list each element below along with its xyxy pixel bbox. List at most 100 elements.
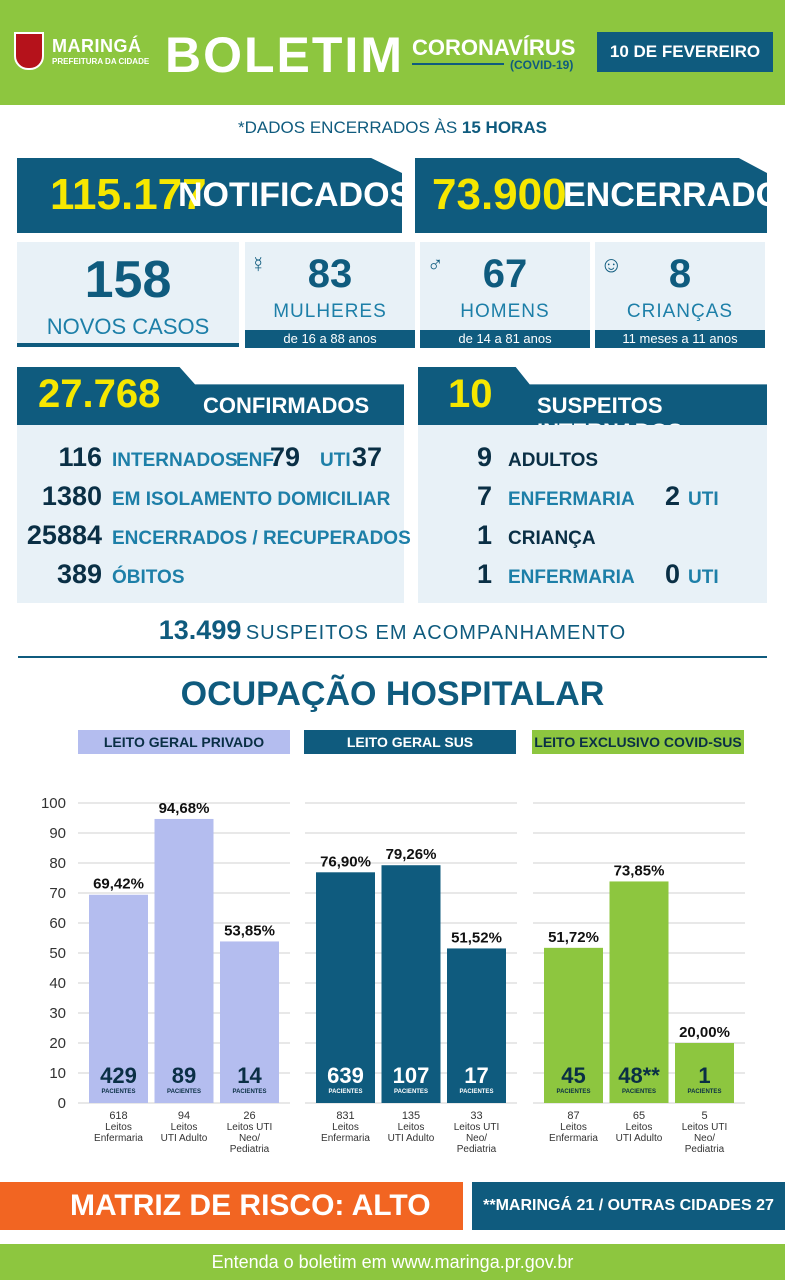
y-tick-label: 70	[49, 885, 66, 902]
y-tick-label: 80	[49, 855, 66, 872]
group-header-covid-sus: LEITO EXCLUSIVO COVID-SUS	[532, 730, 744, 754]
child-label: CRIANÇA	[508, 528, 596, 549]
child-ward-label: ENFERMARIA	[508, 567, 635, 588]
category-label: Pediatria	[457, 1144, 497, 1155]
patients-label: PACIENTES	[329, 1089, 363, 1095]
category-label: Enfermaria	[549, 1133, 598, 1144]
closed-label: ENCERRADOS	[563, 176, 785, 214]
suspects-panel	[418, 425, 767, 603]
cities-note: **MARINGÁ 21 / OUTRAS CIDADES 27	[472, 1182, 785, 1230]
y-tick-label: 10	[49, 1065, 66, 1082]
page-title: BOLETIM	[165, 27, 404, 83]
y-tick-label: 20	[49, 1035, 66, 1052]
category-label: UTI Adulto	[388, 1133, 435, 1144]
category-label: Pediatria	[685, 1144, 725, 1155]
icu-value: 37	[352, 442, 383, 472]
patients-label: PACIENTES	[622, 1089, 656, 1095]
confirmed-label: CONFIRMADOS	[203, 393, 370, 418]
baby-icon: ☺	[600, 252, 623, 277]
notified-value: 115.177	[50, 170, 207, 219]
y-tick-label: 90	[49, 825, 66, 842]
bar-percent-label: 76,90%	[320, 853, 371, 870]
topic-title: CORONAVÍRUS	[412, 35, 576, 60]
bar-percent-label: 79,26%	[386, 846, 437, 863]
beds-value: 65	[633, 1110, 645, 1122]
section-divider	[18, 656, 767, 658]
confirmed-panel	[17, 425, 404, 603]
category-label: Neo/	[239, 1133, 260, 1144]
bar	[154, 818, 214, 1103]
bar	[447, 948, 506, 1103]
category-label: Pediatria	[230, 1144, 270, 1155]
children-card	[595, 242, 765, 330]
patients-value: 14	[237, 1063, 262, 1088]
footer-link-text: Entenda o boletim em www.maringa.pr.gov.…	[0, 1244, 785, 1280]
risk-level-banner: MATRIZ DE RISCO: ALTO	[0, 1182, 463, 1230]
patients-value: 48**	[618, 1063, 660, 1088]
closed-value: 73.900	[432, 170, 567, 219]
city-name: MARINGÁ	[52, 36, 142, 56]
deaths-label: ÓBITOS	[112, 567, 185, 588]
adult-icu-value: 2	[664, 481, 680, 511]
category-label: Leitos	[560, 1122, 587, 1133]
closed-card	[415, 158, 767, 233]
patients-value: 429	[100, 1063, 137, 1088]
category-label: Leitos	[105, 1122, 132, 1133]
adults-value: 9	[476, 442, 492, 472]
closing-time-note: *DADOS ENCERRADOS ÀS 15 HORAS	[0, 118, 785, 138]
bar-percent-label: 53,85%	[224, 922, 275, 939]
patients-label: PACIENTES	[460, 1089, 494, 1095]
date-badge: 10 DE FEVEREIRO	[597, 32, 773, 72]
y-tick-label: 50	[49, 945, 66, 962]
beds-value: 94	[178, 1110, 190, 1122]
patients-label: PACIENTES	[233, 1089, 267, 1095]
children-label: CRIANÇAS	[626, 301, 734, 322]
bar	[675, 1043, 734, 1103]
notified-label: NOTIFICADOS	[178, 176, 413, 214]
child-value: 1	[476, 520, 492, 550]
adults-label: ADULTOS	[508, 450, 599, 471]
y-tick-label: 40	[49, 975, 66, 992]
recovered-value: 25884	[26, 520, 102, 550]
women-value: 83	[307, 252, 353, 296]
closing-prefix: *DADOS ENCERRADOS ÀS	[238, 118, 462, 137]
ward-label: ENF.	[236, 450, 278, 471]
bar	[609, 881, 669, 1103]
y-tick-label: 60	[49, 915, 66, 932]
bar	[220, 941, 279, 1103]
notified-card	[17, 158, 402, 233]
category-label: Leitos UTI	[227, 1122, 273, 1133]
topic-subtitle: (COVID-19)	[510, 58, 574, 72]
bar-percent-label: 51,52%	[451, 929, 502, 946]
category-label: Leitos	[171, 1122, 198, 1133]
category-label: Leitos	[626, 1122, 653, 1133]
category-label: UTI Adulto	[616, 1133, 663, 1144]
adult-icu-label: UTI	[688, 489, 719, 510]
beds-value: 26	[243, 1110, 255, 1122]
beds-value: 618	[109, 1110, 127, 1122]
icu-label: UTI	[320, 450, 351, 471]
isolation-label: EM ISOLAMENTO DOMICILIAR	[112, 489, 391, 510]
bar	[544, 947, 603, 1103]
patients-value: 107	[393, 1063, 430, 1088]
men-card	[420, 242, 590, 330]
city-subtitle: PREFEITURA DA CIDADE	[52, 57, 150, 66]
occupancy-chart: 010203040506070809010069,42%429PACIENTES…	[41, 795, 745, 1155]
patients-value: 89	[172, 1063, 196, 1088]
y-tick-label: 30	[49, 1005, 66, 1022]
men-value: 67	[482, 252, 528, 296]
patients-value: 1	[698, 1063, 710, 1088]
bar	[89, 894, 148, 1103]
woman-icon: ☿	[250, 252, 267, 277]
patients-label: PACIENTES	[557, 1089, 591, 1095]
beds-value: 831	[336, 1110, 354, 1122]
patients-value: 45	[561, 1063, 585, 1088]
beds-value: 33	[470, 1110, 482, 1122]
suspects-value: 10	[448, 372, 493, 416]
patients-label: PACIENTES	[394, 1089, 428, 1095]
confirmed-value: 27.768	[38, 372, 161, 416]
category-label: UTI Adulto	[161, 1133, 208, 1144]
patients-label: PACIENTES	[688, 1089, 722, 1095]
category-label: Enfermaria	[94, 1133, 143, 1144]
patients-value: 639	[327, 1063, 364, 1088]
